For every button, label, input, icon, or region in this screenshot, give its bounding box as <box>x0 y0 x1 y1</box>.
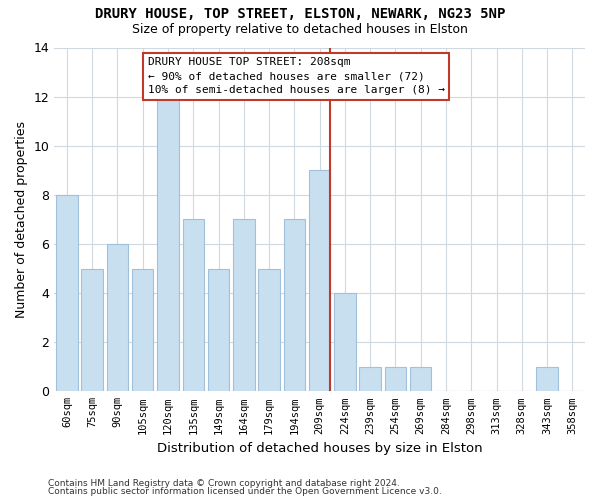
Bar <box>385 366 406 392</box>
Bar <box>536 366 558 392</box>
Text: Size of property relative to detached houses in Elston: Size of property relative to detached ho… <box>132 22 468 36</box>
Bar <box>259 268 280 392</box>
Bar <box>233 220 254 392</box>
Bar <box>359 366 381 392</box>
Bar <box>284 220 305 392</box>
Bar <box>208 268 229 392</box>
Bar <box>410 366 431 392</box>
Text: Contains public sector information licensed under the Open Government Licence v3: Contains public sector information licen… <box>48 487 442 496</box>
Y-axis label: Number of detached properties: Number of detached properties <box>15 121 28 318</box>
Bar <box>132 268 154 392</box>
Bar <box>56 195 77 392</box>
Bar <box>309 170 331 392</box>
Bar <box>82 268 103 392</box>
Text: DRURY HOUSE, TOP STREET, ELSTON, NEWARK, NG23 5NP: DRURY HOUSE, TOP STREET, ELSTON, NEWARK,… <box>95 8 505 22</box>
X-axis label: Distribution of detached houses by size in Elston: Distribution of detached houses by size … <box>157 442 482 455</box>
Bar <box>334 293 356 392</box>
Bar <box>107 244 128 392</box>
Bar <box>157 96 179 392</box>
Text: DRURY HOUSE TOP STREET: 208sqm
← 90% of detached houses are smaller (72)
10% of : DRURY HOUSE TOP STREET: 208sqm ← 90% of … <box>148 58 445 96</box>
Bar <box>182 220 204 392</box>
Text: Contains HM Land Registry data © Crown copyright and database right 2024.: Contains HM Land Registry data © Crown c… <box>48 478 400 488</box>
